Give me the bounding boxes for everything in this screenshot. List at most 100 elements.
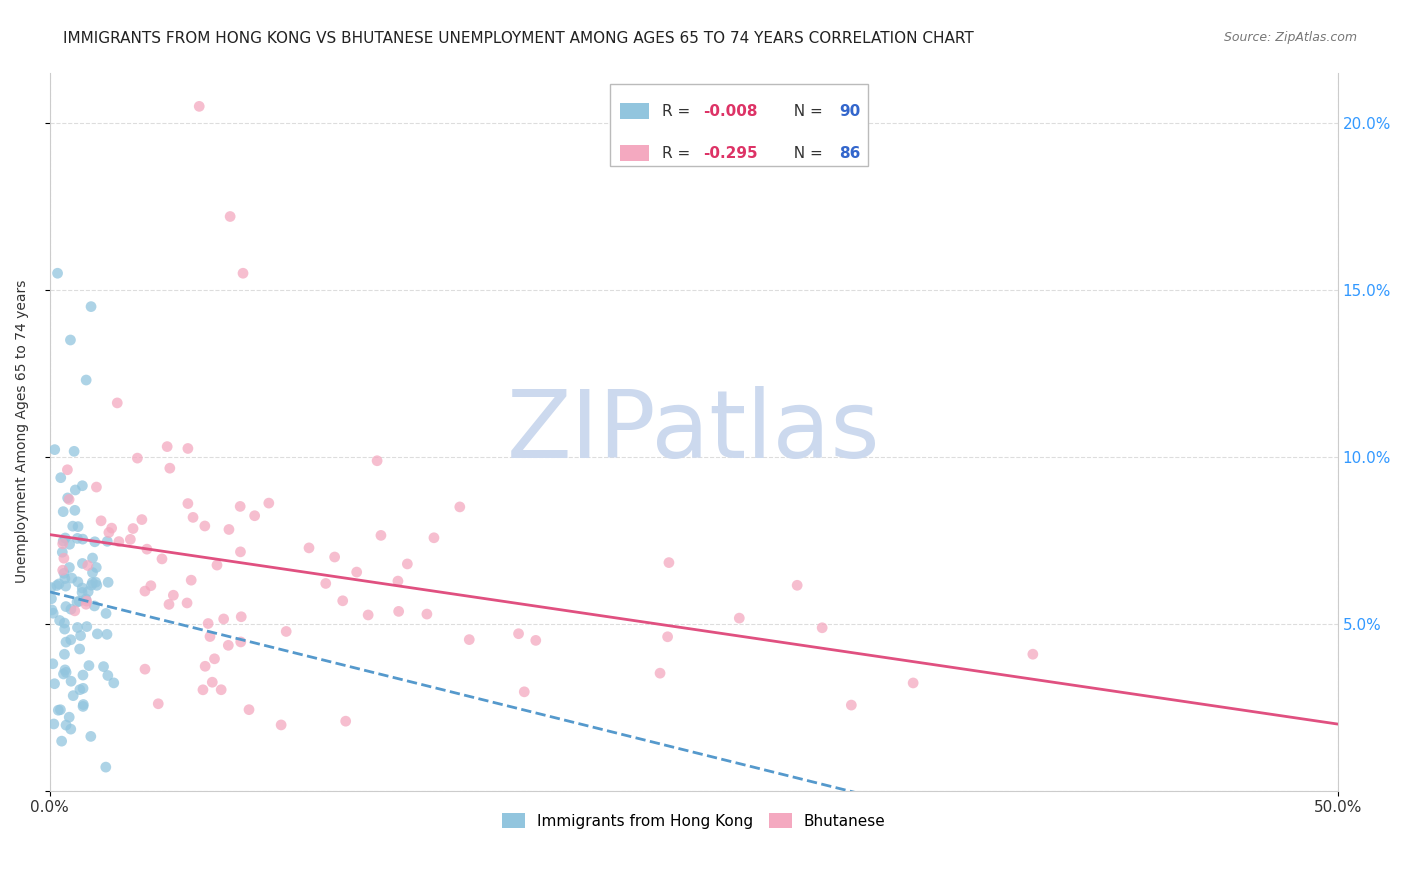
Point (648, 666, 671, 681)
Point (232, 266, 254, 280)
Point (84, 560, 107, 574)
Point (97, 525, 120, 540)
Point (86, 627, 108, 641)
Point (181, 510, 204, 524)
Point (82, 575, 104, 590)
Point (72, 699, 94, 714)
Point (63, 604, 86, 618)
Point (58, 560, 80, 574)
Point (201, 675, 224, 690)
Point (59, 602, 82, 616)
Point (388, 604, 411, 618)
Point (94, 607, 117, 621)
Point (243, 508, 266, 523)
Point (105, 396, 128, 410)
Point (63, 444, 86, 458)
Point (315, 576, 337, 591)
Point (55, 635, 77, 649)
Point (156, 440, 179, 454)
Text: N =: N = (785, 146, 828, 161)
Point (177, 442, 200, 456)
Point (69, 629, 91, 643)
Point (508, 626, 530, 640)
Point (69, 642, 91, 657)
Point (657, 630, 679, 644)
Point (76, 594, 98, 608)
Bar (620, 145, 648, 161)
Point (108, 534, 131, 549)
Point (48, 577, 70, 591)
Point (70, 585, 93, 599)
Point (335, 714, 357, 728)
Point (332, 594, 354, 608)
Point (323, 549, 346, 564)
Point (58, 710, 80, 724)
Point (52, 563, 75, 577)
Point (728, 611, 751, 625)
Point (366, 454, 388, 468)
Point (51, 545, 73, 559)
Point (59, 333, 82, 347)
Point (134, 584, 156, 599)
Point (103, 676, 125, 690)
Point (72, 681, 94, 696)
Point (218, 523, 240, 537)
Point (82, 566, 104, 580)
Point (86, 578, 108, 592)
Point (52, 505, 75, 519)
Point (75, 597, 97, 611)
Point (786, 578, 808, 592)
Point (62, 519, 84, 533)
Point (76, 619, 98, 633)
Point (63, 503, 86, 517)
Point (84, 575, 107, 590)
Point (80, 300, 103, 314)
Point (205, 558, 228, 573)
Point (93, 659, 115, 673)
Text: IMMIGRANTS FROM HONG KONG VS BHUTANESE UNEMPLOYMENT AMONG AGES 65 TO 74 YEARS CO: IMMIGRANTS FROM HONG KONG VS BHUTANESE U… (63, 31, 974, 46)
Text: -0.295: -0.295 (703, 146, 758, 161)
Point (197, 616, 219, 631)
Text: 86: 86 (839, 146, 860, 161)
Point (229, 635, 252, 649)
Point (80, 578, 103, 592)
Point (94, 760, 117, 774)
Point (55, 665, 77, 680)
Point (387, 574, 409, 588)
Text: Source: ZipAtlas.com: Source: ZipAtlas.com (1223, 31, 1357, 45)
Point (524, 633, 547, 648)
Point (55, 599, 77, 614)
Point (56, 491, 79, 505)
Point (39, 581, 62, 595)
Point (839, 698, 862, 712)
Point (77, 584, 100, 599)
Point (58, 492, 80, 507)
Point (80, 730, 103, 744)
Point (180, 573, 202, 587)
Point (66, 532, 89, 546)
Point (53, 566, 76, 581)
Point (658, 556, 681, 570)
Point (55, 579, 77, 593)
Text: R =: R = (662, 146, 695, 161)
Point (238, 703, 260, 717)
Point (204, 652, 226, 666)
Point (72, 581, 94, 595)
Point (229, 545, 252, 559)
Point (270, 718, 292, 732)
Point (219, 210, 242, 224)
Point (346, 565, 368, 579)
Point (148, 697, 170, 711)
Point (44, 677, 66, 691)
Point (188, 99, 211, 113)
Point (82, 551, 104, 566)
Point (162, 588, 184, 602)
Point (231, 609, 253, 624)
Point (72, 479, 94, 493)
Point (198, 630, 221, 644)
Point (139, 579, 162, 593)
Point (76, 558, 98, 573)
Text: 90: 90 (839, 103, 860, 119)
Point (1022, 647, 1045, 661)
Point (86, 480, 108, 494)
